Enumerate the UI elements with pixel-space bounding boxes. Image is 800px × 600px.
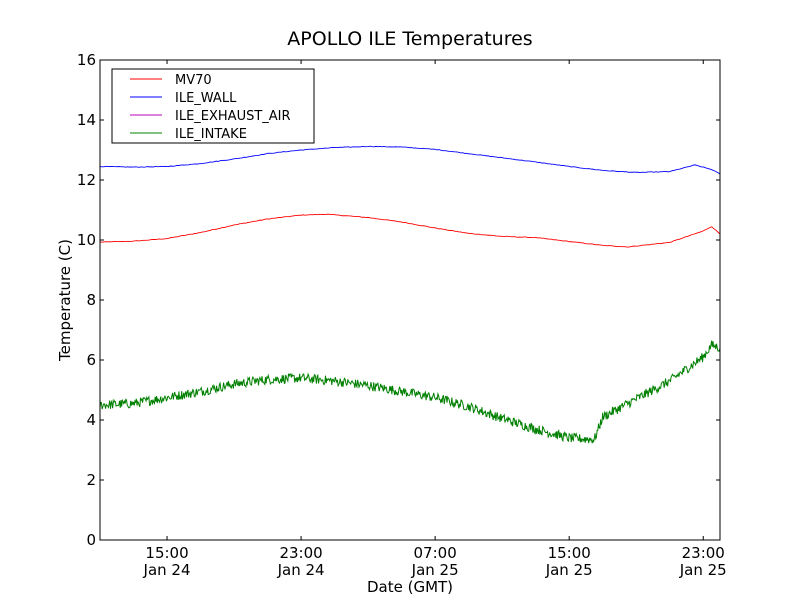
x-axis-label: Date (GMT) xyxy=(367,578,453,596)
x-tick-label-date: Jan 24 xyxy=(143,561,191,579)
y-axis-label: Temperature (C) xyxy=(56,239,74,362)
y-tick-label: 4 xyxy=(86,411,96,429)
y-tick-label: 12 xyxy=(77,171,96,189)
series-layer xyxy=(99,145,721,444)
x-tick-label-time: 23:00 xyxy=(279,544,322,562)
y-tick-label: 10 xyxy=(77,231,96,249)
y-tick-label: 14 xyxy=(77,111,96,129)
x-tick-label-date: Jan 25 xyxy=(411,561,459,579)
legend-label: ILE_INTAKE xyxy=(175,127,247,142)
y-tick-label: 2 xyxy=(86,471,96,489)
legend: MV70 ILE_WALL ILE_EXHAUST_AIR ILE_INTAKE xyxy=(111,68,315,144)
legend-label: ILE_WALL xyxy=(175,91,237,106)
y-tick-label: 8 xyxy=(86,291,96,309)
legend-label: MV70 xyxy=(175,73,212,88)
legend-box xyxy=(111,68,315,144)
legend-label: ILE_EXHAUST_AIR xyxy=(175,109,291,124)
series-line-mv70 xyxy=(99,213,721,248)
x-tick-label-date: Jan 24 xyxy=(277,561,325,579)
x-tick-label-time: 15:00 xyxy=(548,544,591,562)
y-tick-label: 0 xyxy=(86,531,96,549)
series-line-ile-intake xyxy=(99,340,721,444)
x-tick-label-date: Jan 25 xyxy=(679,561,727,579)
plot-frame xyxy=(99,59,721,541)
x-tick-label-time: 15:00 xyxy=(145,544,188,562)
y-tick-label: 6 xyxy=(86,351,96,369)
y-tick-label: 16 xyxy=(77,51,96,69)
x-tick-label-time: 07:00 xyxy=(414,544,457,562)
x-tick-label-date: Jan 25 xyxy=(545,561,593,579)
series-line-ile-wall xyxy=(99,145,721,175)
x-tick-label-time: 23:00 xyxy=(682,544,725,562)
chart-title: APOLLO ILE Temperatures xyxy=(287,28,532,50)
